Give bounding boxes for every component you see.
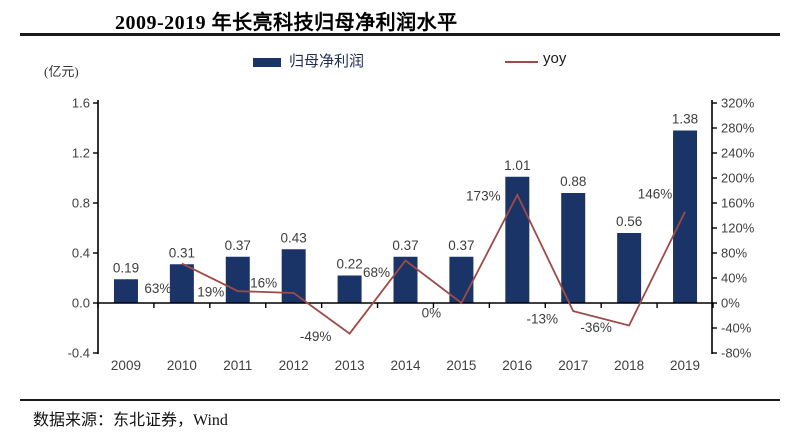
right-axis-tick-label: 280% bbox=[721, 121, 755, 136]
legend-line-label: yoy bbox=[543, 50, 567, 67]
yoy-label-2013: -49% bbox=[300, 329, 332, 344]
bar-2015 bbox=[449, 256, 474, 303]
yoy-label-2017: -13% bbox=[526, 312, 558, 327]
right-axis-tick-label: 200% bbox=[721, 171, 755, 186]
data-source-note: 数据来源：东北证券，Wind bbox=[33, 412, 228, 429]
yoy-label-2016: 173% bbox=[466, 188, 501, 203]
chart-title: 2009-2019 年长亮科技归母净利润水平 bbox=[115, 12, 458, 34]
right-axis-tick-label: -80% bbox=[721, 346, 752, 361]
right-axis-tick-label: -40% bbox=[721, 321, 752, 336]
x-axis-label: 2014 bbox=[390, 358, 421, 373]
left-axis-tick-label: 0.8 bbox=[72, 196, 90, 211]
x-axis-label: 2010 bbox=[167, 358, 197, 373]
left-axis-tick-label: 0.0 bbox=[72, 296, 90, 311]
left-axis-unit: (亿元) bbox=[44, 64, 79, 79]
bar-2013 bbox=[337, 275, 362, 303]
bar-2010 bbox=[169, 264, 194, 303]
legend-bar-label: 归母净利润 bbox=[289, 54, 365, 70]
bar-label-2014: 0.37 bbox=[392, 238, 418, 253]
bar-label-2009: 0.19 bbox=[113, 260, 139, 275]
right-axis-tick-label: 0% bbox=[721, 296, 740, 311]
left-axis-tick-label: 1.2 bbox=[72, 146, 90, 161]
yoy-label-2014: 68% bbox=[363, 265, 390, 280]
right-axis-tick-label: 120% bbox=[721, 221, 755, 236]
yoy-label-2010: 63% bbox=[144, 281, 171, 296]
yoy-line bbox=[181, 192, 686, 335]
bar-2019 bbox=[673, 130, 698, 303]
right-axis-tick-label: 320% bbox=[721, 96, 755, 111]
bar-2016 bbox=[505, 176, 530, 303]
yoy-label-2018: -36% bbox=[580, 320, 612, 335]
bar-2012 bbox=[281, 249, 306, 303]
bar-label-2012: 0.43 bbox=[281, 230, 307, 245]
x-axis-label: 2018 bbox=[614, 358, 644, 373]
bar-2018 bbox=[617, 233, 642, 303]
bar-label-2018: 0.56 bbox=[616, 214, 642, 229]
x-axis-label: 2011 bbox=[223, 358, 252, 373]
right-axis-tick-label: 80% bbox=[721, 246, 747, 261]
bar-label-2011: 0.37 bbox=[225, 238, 251, 253]
legend-bar-swatch bbox=[253, 58, 281, 67]
bar-label-2015: 0.37 bbox=[448, 238, 474, 253]
x-axis-label: 2015 bbox=[446, 358, 476, 373]
bar-2011 bbox=[225, 256, 250, 303]
footer-divider bbox=[20, 399, 780, 401]
bar-label-2013: 0.22 bbox=[336, 257, 362, 272]
x-axis-label: 2009 bbox=[111, 358, 141, 373]
right-axis-tick-label: 40% bbox=[721, 271, 747, 286]
bar-label-2019: 1.38 bbox=[672, 112, 698, 127]
x-axis-label: 2019 bbox=[670, 358, 700, 373]
bar-2017 bbox=[561, 193, 586, 303]
yoy-label-2012: 16% bbox=[250, 276, 277, 291]
legend-line-swatch bbox=[505, 61, 538, 63]
bar-label-2017: 0.88 bbox=[560, 174, 586, 189]
bar-2014 bbox=[393, 256, 418, 303]
x-axis-label: 2016 bbox=[502, 358, 532, 373]
bar-2009 bbox=[113, 279, 138, 303]
yoy-label-2015: 0% bbox=[422, 306, 442, 321]
left-axis-tick-label: 1.6 bbox=[72, 96, 90, 111]
x-axis-label: 2017 bbox=[558, 358, 588, 373]
title-divider bbox=[20, 33, 780, 36]
right-axis-tick-label: 240% bbox=[721, 146, 755, 161]
left-axis-tick-label: 0.4 bbox=[72, 246, 90, 261]
x-axis-label: 2013 bbox=[335, 358, 365, 373]
bar-label-2010: 0.31 bbox=[169, 245, 195, 260]
right-axis-tick-label: 160% bbox=[721, 196, 755, 211]
yoy-label-2019: 146% bbox=[638, 186, 673, 201]
x-axis-label: 2012 bbox=[279, 358, 309, 373]
left-axis-tick-label: -0.4 bbox=[68, 346, 90, 361]
bar-label-2016: 1.01 bbox=[504, 158, 530, 173]
yoy-label-2011: 19% bbox=[197, 285, 224, 300]
